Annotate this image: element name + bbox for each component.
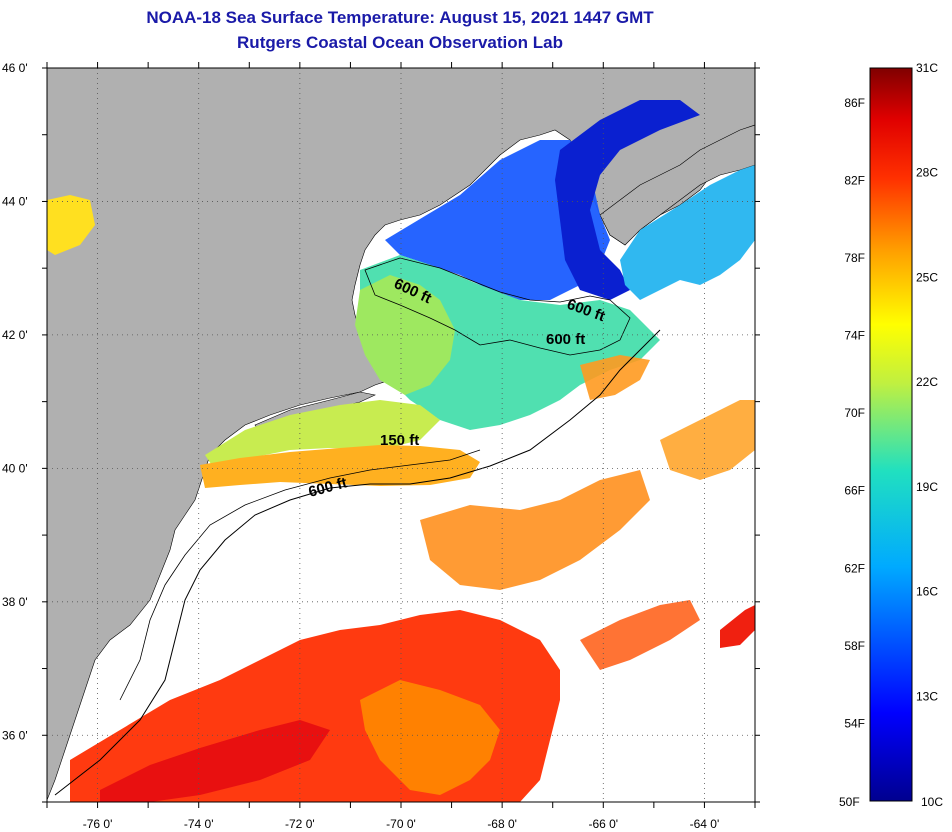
lon-label: -70 0' xyxy=(386,817,416,831)
colorbar-c-label: 16C xyxy=(916,585,938,599)
lat-label: 44 0' xyxy=(2,194,28,208)
colorbar xyxy=(869,67,913,802)
colorbar-bottom-f-label: 50F xyxy=(839,795,860,809)
latitude-labels: 46 0' 44 0' 42 0' 40 0' 38 0' 36 0' xyxy=(2,61,28,742)
sst-mid-shelf xyxy=(205,400,440,470)
contour-150ft xyxy=(119,449,481,701)
lon-label: -68 0' xyxy=(487,817,517,831)
sst-red-patch-mid xyxy=(580,600,700,670)
lat-label: 36 0' xyxy=(2,728,28,742)
sst-warm-patches-mid xyxy=(420,470,650,590)
colorbar-top-label: 31C xyxy=(916,61,938,75)
colorbar-ticks: 86F 82F 78F 74F 70F 66F 62F 58F 54F 28C 25C 22C 19C 1… xyxy=(844,96,938,731)
lat-label: 42 0' xyxy=(2,328,28,342)
map-title: NOAA-18 Sea Surface Temperature: August … xyxy=(146,8,654,27)
map-subtitle: Rutgers Coastal Ocean Observation Lab xyxy=(237,33,563,52)
map-border xyxy=(46,67,756,803)
graticule xyxy=(42,62,760,808)
sst-warm-patches-east xyxy=(660,400,755,480)
contour-600ft-south xyxy=(54,329,661,796)
contour-label: 150 ft xyxy=(380,432,419,449)
lat-label: 40 0' xyxy=(2,461,28,475)
lon-label: -72 0' xyxy=(285,817,315,831)
lon-label: -66 0' xyxy=(588,817,618,831)
colorbar-f-label: 70F xyxy=(844,406,865,420)
sst-scotian-shelf xyxy=(620,165,755,300)
lon-label: -74 0' xyxy=(184,817,214,831)
sst-bay-of-fundy xyxy=(555,100,700,300)
lon-label: -64 0' xyxy=(690,817,720,831)
sst-slope-sea-orange xyxy=(580,355,650,400)
sst-gulf-stream-core xyxy=(100,720,330,802)
sst-maine-coast-yellow xyxy=(47,195,95,255)
lat-label: 46 0' xyxy=(2,61,28,75)
sst-gulf-of-maine xyxy=(385,140,610,300)
colorbar-f-label: 66F xyxy=(844,484,865,498)
colorbar-f-label: 62F xyxy=(844,561,865,575)
colorbar-f-label: 78F xyxy=(844,251,865,265)
colorbar-c-label: 22C xyxy=(916,375,938,389)
colorbar-f-label: 74F xyxy=(844,329,865,343)
sst-gulf-stream-warm xyxy=(360,680,500,795)
colorbar-f-label: 82F xyxy=(844,173,865,187)
longitude-labels: -76 0' -74 0' -72 0' -70 0' -68 0' -66 0' -64 … xyxy=(83,817,720,831)
colorbar-f-label: 54F xyxy=(844,716,865,730)
contour-600ft-gulf-of-maine xyxy=(364,257,631,356)
colorbar-bottom-c-label: 10C xyxy=(921,795,943,809)
colorbar-c-label: 25C xyxy=(916,270,938,284)
colorbar-f-label: 86F xyxy=(844,96,865,110)
sst-cape-cod-shelf xyxy=(355,275,455,395)
sst-red-patch-east xyxy=(720,605,755,648)
lon-label: -76 0' xyxy=(83,817,113,831)
colorbar-c-label: 13C xyxy=(916,689,938,703)
contour-label: 600 ft xyxy=(546,331,585,348)
colorbar-f-label: 58F xyxy=(844,639,865,653)
colorbar-c-label: 19C xyxy=(916,480,938,494)
colorbar-c-label: 28C xyxy=(916,166,938,180)
sst-shelf-break xyxy=(200,445,480,488)
lat-label: 38 0' xyxy=(2,595,28,609)
